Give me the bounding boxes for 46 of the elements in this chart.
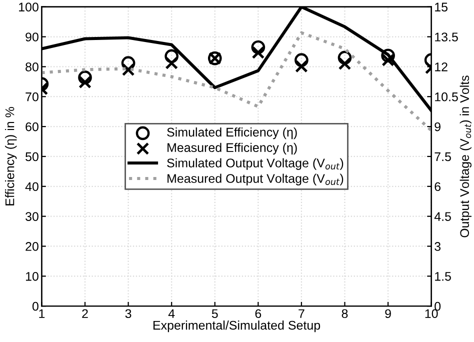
x-tick-label: 6 (255, 309, 262, 318)
y-tick-label: 100 (19, 2, 38, 12)
x-tick-label: 8 (342, 309, 348, 318)
x-tick-label: 10 (425, 309, 438, 318)
legend-label: Simulated Efficiency (η) (167, 127, 297, 140)
point (252, 46, 265, 60)
y-tick-label: 10 (26, 272, 38, 281)
y2-tick-label: 9 (434, 122, 440, 132)
y-tick-label: 20 (26, 242, 38, 251)
x-tick-label: 5 (212, 309, 218, 318)
x-tick-label: 9 (385, 309, 391, 318)
x-tick-label: 7 (298, 309, 304, 318)
point (295, 60, 308, 73)
y2-tick-label: 1.5 (435, 272, 451, 281)
y2-tick-label: 7.5 (434, 152, 451, 162)
y-tick-label: 40 (25, 182, 38, 192)
point (338, 57, 352, 70)
y-axis-title: Efficiency (η) in % (5, 107, 17, 206)
y2-tick-label: 0 (434, 302, 441, 311)
y-tick-label: 70 (26, 92, 38, 102)
x-tick-label: 2 (82, 309, 88, 318)
y2-tick-label: 15 (435, 2, 448, 12)
y2-tick-label: 10.5 (435, 92, 458, 102)
point (122, 63, 135, 76)
y-tick-label: 80 (26, 62, 38, 72)
x-axis-title: Experimental/Simulated Setup (153, 320, 320, 332)
y2-tick-label: 12 (435, 62, 448, 72)
legend-label: Measured Efficiency (η) (168, 142, 297, 154)
point (165, 56, 178, 70)
y-tick-label: 50 (26, 152, 38, 162)
y-tick-label: 30 (26, 212, 38, 221)
y2-tick-label: 4.5 (434, 212, 451, 221)
point (382, 54, 394, 67)
legend-label: Measured Output Voltage (V$_{out}$) (168, 174, 344, 186)
y-tick-label: 0 (32, 302, 38, 311)
x-tick-label: 4 (168, 309, 175, 318)
point (78, 76, 92, 89)
x-tick-label: 1 (39, 309, 45, 318)
y2-tick-label: 13.5 (435, 32, 458, 42)
y2-tick-label: 3 (434, 242, 441, 251)
legend-label: Simulated Output Voltage (V$_{out}$) (167, 158, 344, 170)
y2-tick-label: 6 (434, 182, 441, 192)
y2-axis-title: Output Voltage (V$_{out}$) in Volts (460, 76, 472, 238)
y-tick-label: 60 (26, 122, 38, 132)
x-tick-label: 3 (125, 309, 132, 318)
y-tick-label: 90 (26, 32, 38, 42)
